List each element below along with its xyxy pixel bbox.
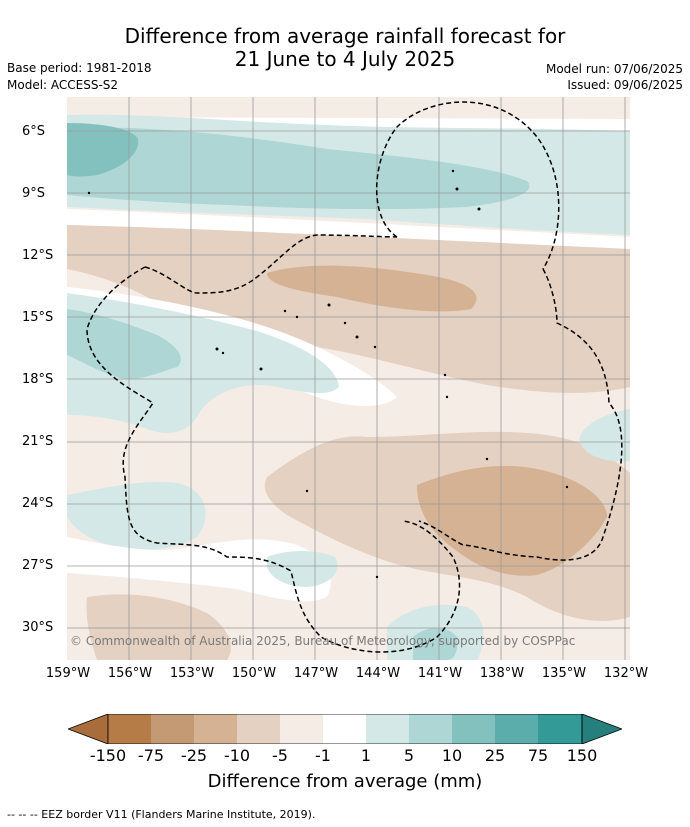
colorbar-swatch xyxy=(495,714,538,744)
colorbar-tick-label: -150 xyxy=(89,746,127,765)
latitude-label: 30°S xyxy=(22,620,54,635)
colorbar-swatch xyxy=(366,714,409,744)
colorbar xyxy=(68,714,622,744)
colorbar-swatch xyxy=(194,714,237,744)
east-edge-teal-patch xyxy=(579,409,630,462)
south-brown-patch xyxy=(86,594,231,660)
colorbar-upper-extension xyxy=(581,714,622,744)
south-east-medium-teal-patch xyxy=(413,628,458,660)
south-west-teal-patch xyxy=(67,481,206,550)
colorbar-swatch xyxy=(409,714,452,744)
island-marker xyxy=(443,373,447,377)
island-marker xyxy=(445,395,449,399)
island-marker xyxy=(485,457,489,461)
island-marker xyxy=(375,575,379,579)
grid-lines xyxy=(67,97,630,660)
model-run-text: Model run: 07/06/2025 xyxy=(545,62,683,76)
colorbar-swatch xyxy=(151,714,194,744)
colorbar-tick-label: -10 xyxy=(223,746,251,765)
south-white-band xyxy=(67,537,331,602)
colorbar-tick-label: 1 xyxy=(360,746,372,765)
colorbar-swatch xyxy=(280,714,323,744)
issued-date-text: Issued: 09/06/2025 xyxy=(567,78,683,92)
anomaly-regions xyxy=(67,114,630,660)
latitude-label: 24°S xyxy=(22,496,54,511)
longitude-label: 156°W xyxy=(107,666,153,681)
eez-border-north-segment xyxy=(144,234,398,294)
island-marker xyxy=(565,485,569,489)
colorbar-tick-label: 150 xyxy=(566,746,598,765)
island-marker xyxy=(477,207,481,211)
model-name-text: Model: ACCESS-S2 xyxy=(7,78,119,92)
south-west-medium-teal-patch xyxy=(67,309,181,379)
colorbar-tick-label: 5 xyxy=(403,746,415,765)
mid-brown-band xyxy=(67,225,630,393)
island-marker xyxy=(295,315,299,319)
island-marker xyxy=(451,169,455,173)
colorbar-swatch xyxy=(452,714,495,744)
island-marker xyxy=(305,489,309,493)
longitude-label: 147°W xyxy=(293,666,339,681)
colorbar-tick-label: -1 xyxy=(315,746,331,765)
colorbar-tick-label: -5 xyxy=(272,746,288,765)
island-marker xyxy=(455,187,459,191)
colorbar-tick-label: 75 xyxy=(527,746,549,765)
latitude-label: 6°S xyxy=(22,124,46,139)
colorbar-swatch xyxy=(237,714,280,744)
latitude-label: 18°S xyxy=(22,372,54,387)
eez-border-footnote: -- -- -- EEZ border V11 (Flanders Marine… xyxy=(7,808,316,821)
copyright-notice: © Commonwealth of Australia 2025, Bureau… xyxy=(70,634,576,648)
mid-white-band xyxy=(67,209,630,249)
latitude-label: 21°S xyxy=(22,434,54,449)
longitude-label: 141°W xyxy=(417,666,463,681)
longitude-label: 135°W xyxy=(541,666,587,681)
colorbar-tick-label: 10 xyxy=(441,746,463,765)
longitude-label: 159°W xyxy=(45,666,91,681)
northern-dark-teal-patch xyxy=(67,123,139,177)
latitude-label: 9°S xyxy=(22,186,46,201)
longitude-label: 144°W xyxy=(355,666,401,681)
colorbar-tick-label: -75 xyxy=(137,746,165,765)
island-marker xyxy=(215,347,219,351)
eez-border-french-polynesia-east xyxy=(418,268,623,561)
island-marker xyxy=(283,309,287,313)
island-marker xyxy=(87,191,91,195)
longitude-label: 138°W xyxy=(479,666,525,681)
longitude-label: 153°W xyxy=(169,666,215,681)
island-marker xyxy=(327,303,331,307)
colorbar-lower-extension xyxy=(68,714,109,744)
colorbar-swatch xyxy=(108,714,151,744)
colorbar-tick-label: -25 xyxy=(180,746,208,765)
latitude-label: 12°S xyxy=(22,248,54,263)
island-marker xyxy=(355,335,359,339)
base-period-text: Base period: 1981-2018 xyxy=(7,61,152,75)
latitude-label: 15°S xyxy=(22,310,54,325)
colorbar-swatch xyxy=(538,714,582,744)
rainfall-anomaly-map xyxy=(67,97,630,660)
northern-medium-teal-band xyxy=(67,127,530,210)
longitude-label: 132°W xyxy=(603,666,649,681)
island-marker xyxy=(259,367,263,371)
colorbar-title: Difference from average (mm) xyxy=(207,771,483,792)
island-marker xyxy=(373,345,377,349)
colorbar-swatch xyxy=(323,714,366,744)
eez-border-french-polynesia xyxy=(86,266,461,653)
map-title-line-2: 21 June to 4 July 2025 xyxy=(234,47,456,71)
mid-darker-brown-patch xyxy=(267,265,477,312)
southern-darker-brown-patch xyxy=(417,465,607,576)
latitude-label: 27°S xyxy=(22,558,54,573)
colorbar-tick-label: 25 xyxy=(484,746,506,765)
longitude-label: 150°W xyxy=(231,666,277,681)
island-marker xyxy=(343,321,347,325)
map-title-line-1: Difference from average rainfall forecas… xyxy=(124,24,566,48)
south-small-teal-patch xyxy=(267,551,338,587)
eez-borders xyxy=(86,101,623,653)
island-markers xyxy=(87,169,569,579)
island-marker xyxy=(221,351,225,355)
